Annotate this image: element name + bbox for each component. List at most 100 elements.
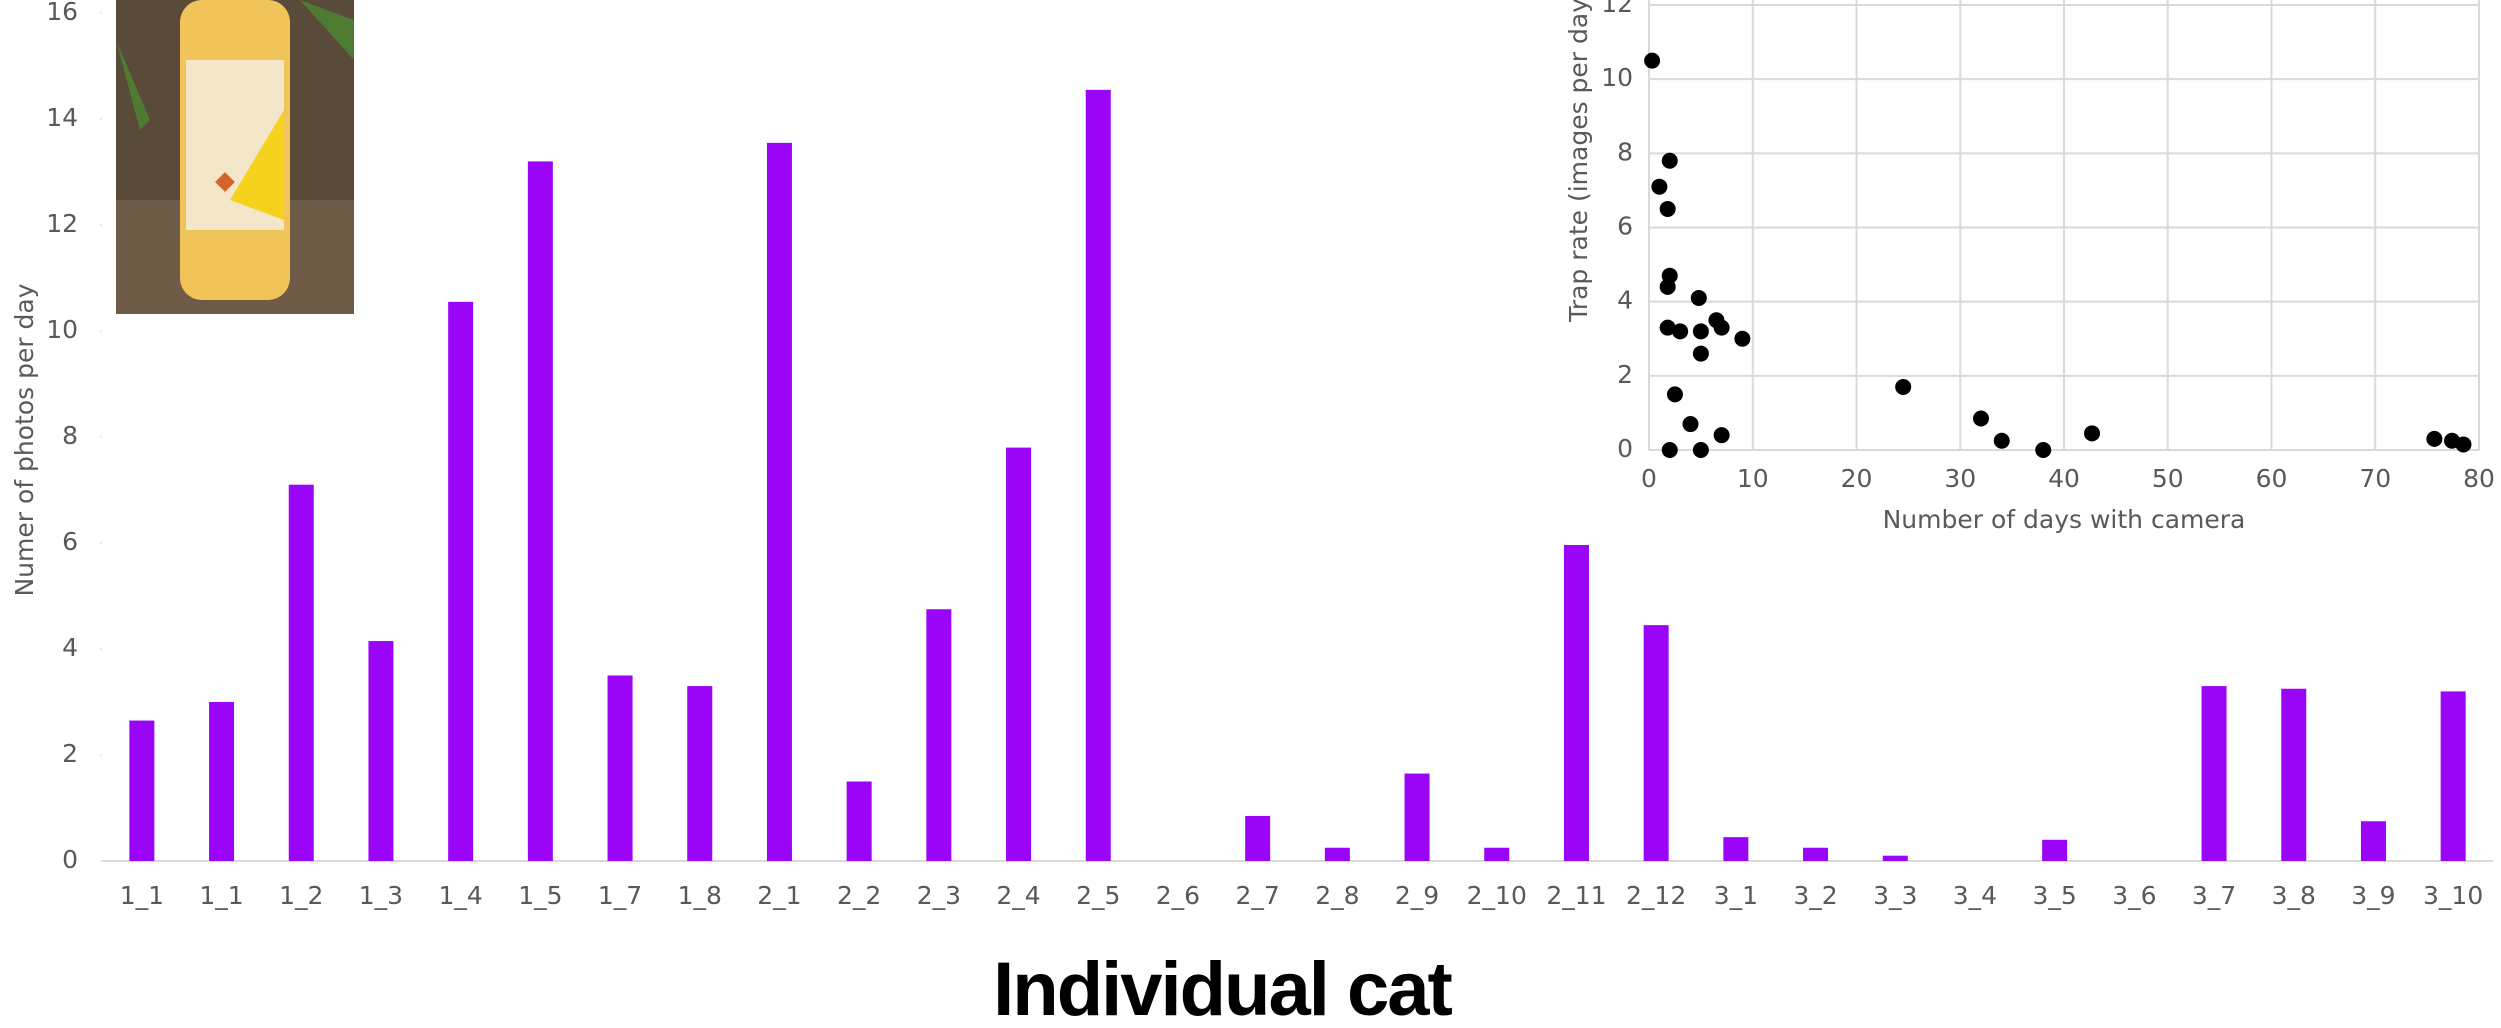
bar xyxy=(1563,513,1589,861)
y-tick-label: 10 xyxy=(46,315,78,344)
y-tick-label: 4 xyxy=(1617,286,1633,315)
x-tick-label: 2_9 xyxy=(1395,881,1439,910)
y-tick-label: 2 xyxy=(1617,360,1633,389)
y-tick-label: 14 xyxy=(46,103,78,132)
bar xyxy=(1006,447,1032,861)
y-tick-label: 16 xyxy=(46,0,78,26)
point xyxy=(1895,378,1912,395)
x-tick-label: 2_5 xyxy=(1076,881,1120,910)
bar xyxy=(448,301,474,862)
bar xyxy=(2042,839,2068,861)
x-tick-label: 1_1 xyxy=(120,881,164,910)
bar xyxy=(527,161,553,861)
x-tick-label: 2_12 xyxy=(1626,881,1686,910)
x-tick-label: 1_7 xyxy=(598,881,642,910)
point xyxy=(1692,323,1709,340)
y-tick-label: 6 xyxy=(62,527,78,556)
point xyxy=(1644,52,1661,69)
x-tick-label: 3_7 xyxy=(2192,881,2236,910)
x-tick-label: 70 xyxy=(2359,464,2391,493)
bar xyxy=(2360,821,2386,861)
x-tick-label: 1_2 xyxy=(279,881,323,910)
x-tick-label: 1_4 xyxy=(438,881,482,910)
point xyxy=(1713,319,1730,336)
point xyxy=(2426,430,2443,447)
point xyxy=(1973,410,1989,427)
bar xyxy=(129,720,155,861)
bar xyxy=(209,702,235,861)
bar xyxy=(766,142,792,862)
bar xyxy=(1245,815,1271,861)
x-tick-label: 80 xyxy=(2463,464,2495,493)
bar xyxy=(926,609,952,861)
x-tick-label: 2_1 xyxy=(757,881,801,910)
x-tick-label: 3_1 xyxy=(1714,881,1758,910)
y-tick-label: 2 xyxy=(62,739,78,768)
x-tick-label: 3_10 xyxy=(2423,881,2483,910)
point xyxy=(1672,323,1689,340)
x-tick-label: 40 xyxy=(2048,464,2080,493)
bar xyxy=(1484,847,1510,861)
x-tick-label: 2_2 xyxy=(837,881,881,910)
y-axis-title: Trap rate (images per day) xyxy=(1564,0,1593,323)
y-tick-label: 4 xyxy=(62,633,78,662)
x-tick-label: 30 xyxy=(1944,464,1976,493)
point xyxy=(1661,442,1678,458)
bar xyxy=(687,686,713,861)
x-tick-label: 60 xyxy=(2256,464,2288,493)
bar xyxy=(1643,625,1669,861)
x-tick-label: 3_5 xyxy=(2032,881,2076,910)
bar xyxy=(2281,688,2307,861)
bar xyxy=(846,781,872,861)
y-tick-label: 8 xyxy=(62,421,78,450)
point xyxy=(1713,427,1730,444)
x-tick-label: 2_11 xyxy=(1546,881,1606,910)
point xyxy=(1993,432,2010,449)
y-tick-label: 0 xyxy=(62,845,78,874)
x-tick-label: 1_5 xyxy=(518,881,562,910)
x-tick-label: 3_2 xyxy=(1793,881,1837,910)
x-tick-label: 2_3 xyxy=(917,881,961,910)
bar xyxy=(1882,855,1908,861)
y-tick-label: 6 xyxy=(1617,212,1633,241)
bar xyxy=(1723,837,1749,861)
point xyxy=(1651,178,1668,195)
x-axis-title: Number of days with camera xyxy=(1883,505,2246,534)
point xyxy=(1692,345,1709,362)
x-tick-label: 0 xyxy=(1641,464,1657,493)
x-tick-label: 3_8 xyxy=(2272,881,2316,910)
point xyxy=(1692,442,1709,458)
point xyxy=(1682,416,1699,433)
x-axis-title: Individual cat xyxy=(993,947,1452,1028)
y-axis-title: Numer of photos per day xyxy=(10,283,39,596)
x-tick-label: 1_8 xyxy=(678,881,722,910)
x-tick-label: 3_6 xyxy=(2112,881,2156,910)
x-tick-label: 2_8 xyxy=(1315,881,1359,910)
x-tick-label: 3_4 xyxy=(1953,881,1997,910)
x-tick-label: 20 xyxy=(1841,464,1873,493)
bar xyxy=(1085,89,1111,862)
point xyxy=(2084,425,2101,442)
point xyxy=(1659,319,1676,336)
x-tick-label: 2_6 xyxy=(1156,881,1200,910)
inset-panel xyxy=(1560,0,2501,545)
point xyxy=(2455,436,2472,453)
bar xyxy=(2201,686,2227,861)
bar xyxy=(2440,691,2466,861)
x-tick-label: 50 xyxy=(2152,464,2184,493)
x-tick-label: 10 xyxy=(1737,464,1769,493)
bar xyxy=(368,641,394,861)
bar xyxy=(288,484,314,861)
x-tick-label: 2_7 xyxy=(1235,881,1279,910)
bar xyxy=(1404,773,1430,861)
x-tick-label: 2_10 xyxy=(1467,881,1527,910)
point xyxy=(2035,442,2052,458)
x-tick-label: 1_1 xyxy=(199,881,243,910)
y-tick-label: 8 xyxy=(1617,137,1633,166)
x-tick-label: 3_9 xyxy=(2351,881,2395,910)
y-tick-label: 0 xyxy=(1617,434,1633,463)
y-tick-label: 10 xyxy=(1601,63,1633,92)
y-tick-label: 12 xyxy=(1601,0,1633,18)
